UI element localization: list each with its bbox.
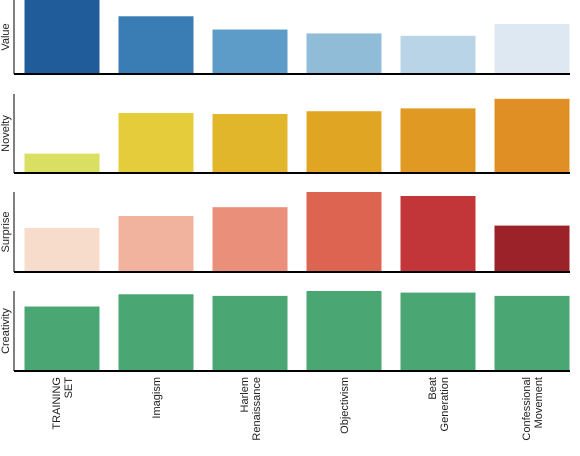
bar-creativity-5: [400, 292, 476, 371]
panel-novelty: Novelty: [0, 94, 570, 174]
bar-novelty-3: [212, 113, 288, 173]
y-axis-label: Surprise: [0, 212, 12, 253]
bar-novelty-5: [400, 108, 476, 173]
y-axis-label: Creativity: [0, 308, 12, 354]
bar-creativity-2: [118, 294, 194, 371]
bar-creativity-6: [494, 295, 570, 371]
x-tick-labels: TRAINING SET Imagism Harlem Renaissance Objec…: [51, 377, 545, 441]
bar-surprise-1: [24, 228, 100, 272]
bar-value-2: [118, 16, 194, 75]
bar-surprise-3: [212, 207, 288, 272]
panel-surprise: Surprise: [0, 192, 570, 273]
bar-novelty-2: [118, 112, 194, 173]
x-tick-label: Movement: [533, 377, 545, 428]
bar-surprise-5: [400, 196, 476, 272]
bar-value-5: [400, 35, 476, 74]
bar-surprise-6: [494, 225, 570, 272]
x-tick-label: Objectivism: [339, 377, 351, 434]
bar-value-4: [306, 33, 382, 74]
x-tick-label: Renaissance: [251, 377, 263, 441]
bar-novelty-1: [24, 153, 100, 173]
bar-novelty-4: [306, 111, 382, 173]
x-tick-label: Imagism: [151, 377, 163, 419]
panel-creativity: Creativity: [0, 291, 570, 372]
x-tick-label: SET: [63, 377, 75, 399]
bar-value-3: [212, 29, 288, 74]
bar-creativity-4: [306, 291, 382, 371]
bar-surprise-4: [306, 192, 382, 272]
bar-value-1: [24, 0, 100, 74]
y-axis-label: Value: [0, 23, 12, 50]
x-tick-label: TRAINING: [51, 377, 63, 430]
x-tick-label: Beat: [427, 377, 439, 400]
x-tick-label: Confessional: [521, 377, 533, 441]
bar-novelty-6: [494, 98, 570, 173]
y-axis-label: Novelty: [0, 115, 12, 152]
bar-value-6: [494, 24, 570, 74]
panel-value: Value: [0, 0, 570, 75]
bar-creativity-3: [212, 295, 288, 371]
x-tick-label: Generation: [439, 377, 451, 431]
bar-surprise-2: [118, 216, 194, 272]
x-tick-label: Harlem: [239, 377, 251, 412]
bar-creativity-1: [24, 306, 100, 371]
